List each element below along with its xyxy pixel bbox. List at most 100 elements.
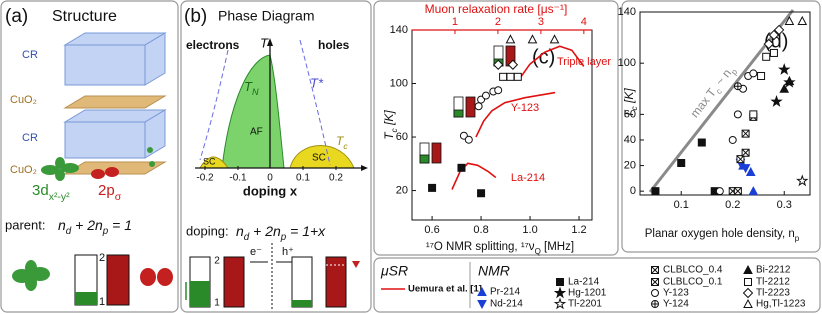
y-tick-label: 140 (618, 6, 636, 18)
text-part: c (714, 87, 724, 96)
point (796, 174, 809, 187)
point (464, 135, 473, 144)
occupation-bar (291, 256, 313, 308)
d-orbital (41, 157, 79, 181)
legend-label: Tl-2223 (756, 288, 790, 299)
y-axis-title: Tc [K] (622, 88, 639, 118)
plot-frame (639, 11, 811, 196)
tc-label: Tc (336, 134, 348, 151)
text-part: Planar oxygen hole density, n (645, 228, 795, 240)
legend-label: Y-124 (663, 299, 689, 310)
p-orbital (91, 167, 119, 179)
text-part: T (382, 131, 396, 140)
annotation: La-214 (511, 172, 545, 184)
legend-heading: NMR (478, 263, 510, 279)
parent-equation: nd + 2np = 1 (58, 217, 132, 237)
occupation-bar (223, 256, 245, 308)
panel-label: (a) (5, 6, 28, 27)
layer-label: CR (22, 132, 38, 144)
tstar-label: T* (310, 75, 324, 90)
cr-box (63, 32, 167, 86)
y-tick-label: 20 (624, 159, 636, 171)
tick-label: 0.1 (296, 173, 310, 184)
legend-label: Hg-1201 (568, 288, 607, 299)
bar-label: 1 (214, 298, 220, 309)
panel-frame (621, 0, 821, 253)
legend-marker (651, 289, 659, 297)
text-part: [K] (622, 88, 636, 107)
orbital-label: 3dx²-y² (32, 182, 70, 203)
text-part: = 1 (108, 217, 132, 233)
x-tick-label: 0.1 (674, 199, 689, 211)
y-axis-title: Tc [K] (382, 110, 399, 140)
ticks (204, 166, 337, 170)
point (506, 72, 515, 81)
occupation-bar (106, 254, 130, 306)
x2-tick-label: 4 (581, 16, 587, 28)
annotation: Y-123 (511, 102, 539, 114)
point (697, 138, 706, 147)
text-part: c (389, 127, 399, 132)
text-part: Q (535, 247, 541, 256)
point (768, 29, 780, 41)
y-tick-label: 60 (624, 108, 636, 120)
point (745, 166, 756, 176)
x-tick-label: 0.3 (777, 199, 792, 211)
atom (149, 161, 155, 167)
x-tick-label: 1.0 (522, 224, 537, 236)
text-part: [MHz] (541, 241, 574, 253)
text-part: d (66, 226, 72, 237)
layer-label: CuO₂ (10, 164, 37, 176)
point (677, 159, 686, 168)
legend-label: CLBLCO_0.1 (663, 277, 723, 288)
panel-label: (c) (532, 46, 555, 68)
legend-marker (556, 278, 564, 286)
text-part: T (244, 79, 253, 94)
point (715, 187, 724, 196)
panel-title: Phase Diagram (218, 8, 315, 24)
point (784, 76, 795, 86)
doping-equation: nd + 2np = 1+x (236, 223, 326, 243)
point (748, 186, 759, 196)
text-part: = 1+x (286, 223, 326, 239)
region-label: electrons (186, 38, 240, 52)
text-part: d (244, 232, 250, 243)
panel-b: (b) Phase Diagram -0.2 -0.1 0 0.1 0.2 el… (184, 6, 368, 311)
legend-marker (553, 297, 567, 310)
legend-marker (477, 286, 487, 296)
x2-tick-label: 3 (538, 16, 544, 28)
text-part: p (102, 226, 109, 237)
point (757, 71, 766, 80)
point (797, 15, 808, 25)
text-part: p (280, 232, 287, 243)
text-part: ¹⁷O NMR splitting, ¹⁷ν (426, 241, 535, 253)
point (507, 59, 519, 70)
panel-frame (180, 0, 372, 313)
x-tick-label: 0.6 (424, 224, 439, 236)
legend-label: Hg,Tl-1223 (756, 299, 806, 310)
text-part: p (729, 67, 740, 77)
tick-label: 0 (267, 173, 273, 184)
legend-label: Pr-214 (490, 287, 520, 298)
legend-heading: μSR (380, 263, 408, 279)
text-part: 2p (98, 182, 115, 199)
y-tick-label: 20 (396, 184, 408, 196)
legend-marker (651, 266, 659, 274)
text-part: p (795, 234, 800, 243)
point (733, 110, 742, 119)
text-part: c (343, 141, 348, 151)
occupation-fill (190, 281, 210, 307)
x-axis-title: Planar oxygen hole density, np (645, 228, 800, 243)
change-arrow (352, 261, 360, 268)
text-part: + 2n (249, 223, 281, 239)
y-tick-label: 100 (390, 77, 408, 89)
y-tick-label: 0 (630, 185, 636, 197)
annotation: Triple layer (557, 56, 611, 68)
axis-title: T (260, 35, 269, 50)
text-part: x²-y² (49, 191, 70, 203)
panel-frame (373, 0, 619, 256)
occupation-fill (292, 300, 312, 307)
y-tick-label: 60 (396, 131, 408, 143)
text-part: n (58, 217, 66, 233)
point (769, 48, 778, 57)
